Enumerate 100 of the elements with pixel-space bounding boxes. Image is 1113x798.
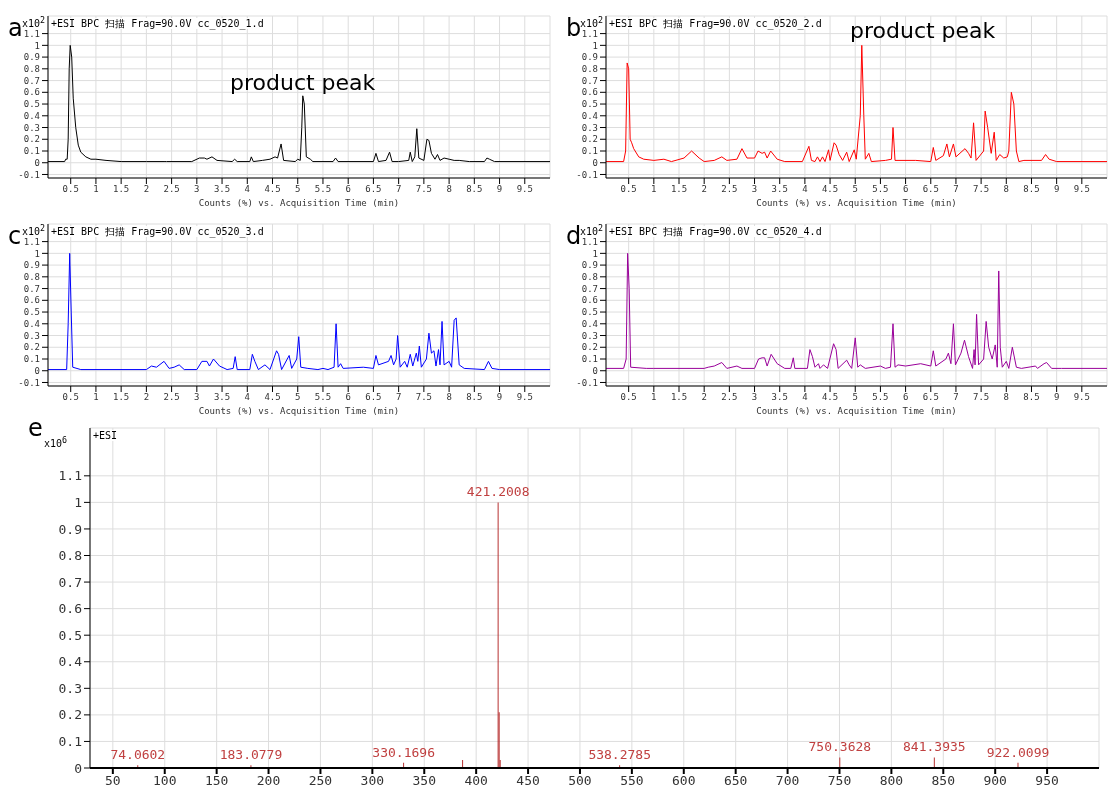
x-tick-label: 200 [256, 773, 281, 789]
y-tick-label: 1 [592, 248, 598, 259]
x-tick-label: 4.5 [821, 392, 839, 403]
x-tick-label: 2.5 [721, 184, 738, 195]
chart-title: +ESI BPC 扫描 Frag=90.0V cc_0520_1.d [51, 18, 264, 29]
y-tick-label: 0.6 [23, 295, 40, 306]
x-tick-label: 2.5 [721, 392, 738, 403]
y-tick-label: 0.1 [58, 734, 82, 750]
x-tick-label: 450 [516, 773, 540, 789]
x-tick-label: 250 [308, 773, 333, 789]
x-tick-label: 350 [412, 773, 436, 789]
annotation: product peak [850, 18, 996, 43]
y-tick-label: 0 [74, 760, 82, 776]
x-tick-label: 6.5 [922, 392, 939, 403]
y-tick-label: 1 [74, 494, 82, 510]
y-axis-title: x10$^{2}$ [22, 223, 46, 238]
y-axis-title: x10$^{2}$ [580, 15, 604, 30]
y-tick-label: 0.6 [581, 87, 598, 98]
y-tick-label: 0.9 [23, 52, 40, 63]
x-tick-label: 2 [143, 392, 150, 403]
annotation: 74.0602 [110, 747, 166, 763]
x-tick-label: 1 [651, 392, 657, 403]
x-tick-label: 9 [496, 392, 503, 403]
x-tick-label: 7 [395, 184, 402, 195]
annotation: 841.3935 [903, 739, 966, 755]
y-tick-label: 0.6 [23, 87, 40, 98]
chart-title: +ESI BPC 扫描 Frag=90.0V cc_0520_4.d [609, 226, 822, 237]
y-tick-label: 1.1 [581, 28, 598, 39]
x-tick-label: 3.5 [771, 184, 788, 195]
x-tick-label: 5.5 [872, 184, 889, 195]
y-tick-label: 0.1 [23, 146, 40, 157]
x-tick-label: 900 [983, 773, 1007, 789]
x-tick-label: 8.5 [1023, 392, 1040, 403]
annotation: 922.0099 [986, 744, 1050, 760]
y-tick-label: 0.5 [581, 99, 598, 110]
x-tick-label: 3 [751, 392, 758, 403]
x-tick-label: 400 [464, 773, 488, 789]
x-tick-label: 8.5 [466, 392, 483, 403]
x-tick-label: 7.5 [972, 184, 990, 195]
x-tick-label: 2 [701, 392, 707, 403]
x-axis-title: Counts (%) vs. Acquisition Time (min) [755, 198, 958, 209]
y-tick-label: 0.4 [58, 654, 83, 670]
x-tick-label: 750 [827, 773, 852, 789]
x-axis-title: Counts (%) vs. Acquisition Time (min) [755, 406, 958, 417]
x-tick-label: 850 [931, 773, 956, 789]
x-tick-label: 5.5 [314, 392, 332, 403]
y-tick-label: 0.8 [581, 64, 598, 75]
x-tick-label: 0.5 [620, 392, 637, 403]
x-tick-label: 300 [360, 773, 385, 789]
x-tick-label: 2.5 [163, 392, 180, 403]
x-tick-label: 3.5 [771, 392, 788, 403]
y-tick-label: 1.1 [23, 28, 40, 39]
y-tick-label: -0.1 [576, 169, 598, 180]
y-tick-label: 0.9 [58, 521, 82, 537]
x-tick-label: 6.5 [365, 392, 382, 403]
x-tick-label: 6.5 [922, 184, 939, 195]
y-tick-label: 0.8 [581, 272, 598, 283]
x-tick-label: 8 [1003, 184, 1010, 195]
text: e [28, 414, 43, 442]
annotation: 750.3628 [808, 739, 872, 755]
annotation: 538.2785 [588, 747, 652, 763]
y-axis-title: x10$^{2}$ [22, 15, 46, 30]
y-tick-label: 0.6 [581, 295, 598, 306]
x-tick-label: 5 [295, 392, 301, 403]
x-tick-label: 4 [802, 184, 808, 195]
x-tick-label: 1.5 [113, 392, 130, 403]
annotation: 183.0779 [219, 747, 283, 763]
x-tick-label: 9.5 [1073, 184, 1090, 195]
x-tick-label: 1 [93, 184, 99, 195]
y-axis-title: x10$^{2}$ [580, 223, 604, 238]
x-tick-label: 3 [751, 184, 758, 195]
x-tick-label: 3.5 [213, 392, 231, 403]
x-tick-label: 3 [194, 184, 200, 195]
x-axis-title: Counts (%) vs. Acquisition Time (min) [197, 406, 401, 417]
y-tick-label: 0.3 [581, 330, 598, 341]
text: a [8, 14, 23, 42]
y-tick-label: 0.2 [23, 342, 40, 353]
x-tick-label: 8 [1003, 392, 1010, 403]
y-tick-label: 0.7 [23, 75, 40, 86]
x-axis-title: Counts (%) vs. Acquisition Time (min) [197, 198, 401, 209]
x-tick-label: 8 [446, 184, 452, 195]
y-tick-label: 0.8 [23, 64, 40, 75]
y-tick-label: 0.1 [581, 354, 598, 365]
x-tick-label: 2.5 [163, 184, 180, 195]
x-tick-label: 4.5 [821, 184, 839, 195]
x-tick-label: 100 [153, 773, 177, 789]
x-tick-label: 4 [802, 392, 808, 403]
y-tick-label: 0.5 [581, 307, 598, 318]
x-tick-label: 800 [879, 773, 904, 789]
x-tick-label: 4.5 [264, 184, 281, 195]
line-series [48, 252, 550, 371]
y-tick-label: 0.4 [23, 110, 40, 121]
y-tick-label: 0 [592, 157, 598, 168]
y-tick-label: 1 [34, 40, 40, 51]
x-tick-label: 8 [446, 392, 452, 403]
y-tick-label: 0.2 [23, 134, 40, 145]
x-tick-label: 9.5 [516, 184, 533, 195]
y-tick-label: 1 [592, 40, 598, 51]
y-tick-label: 1.1 [23, 236, 40, 247]
x-tick-label: 5 [295, 184, 301, 195]
